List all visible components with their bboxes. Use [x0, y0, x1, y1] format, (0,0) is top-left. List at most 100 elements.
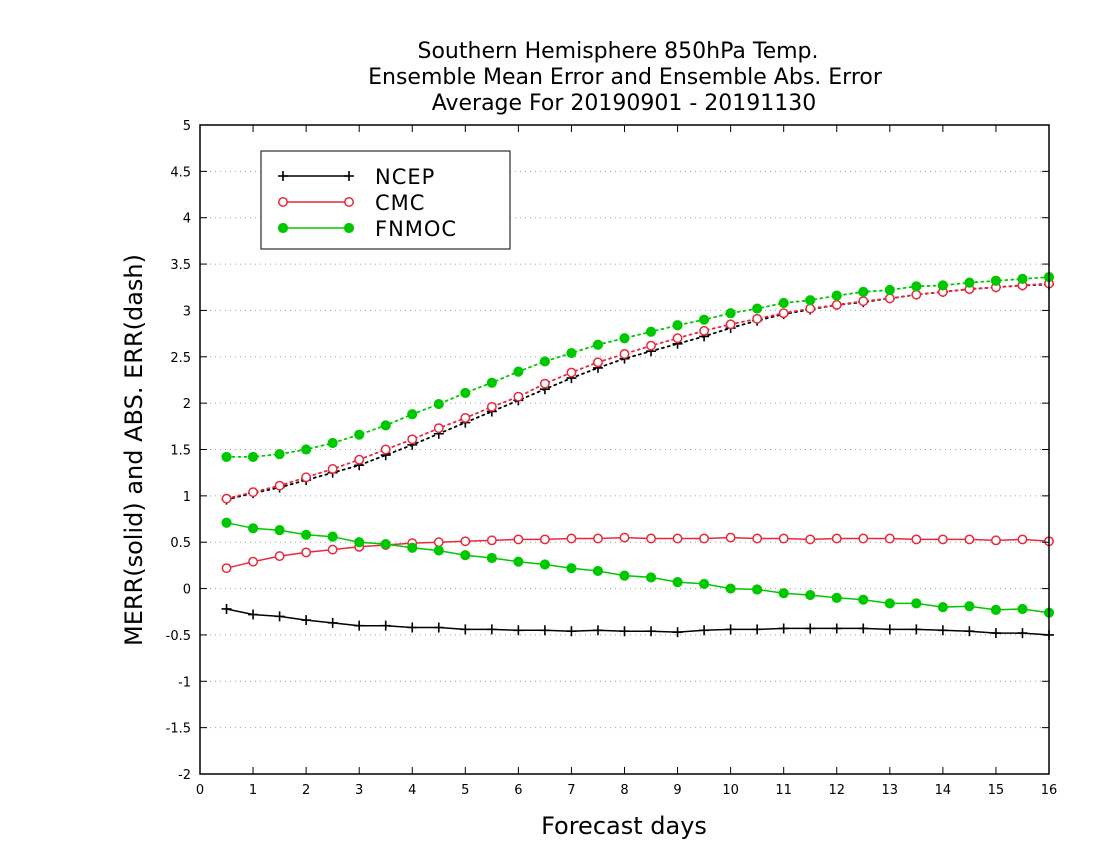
x-tick-label: 4 [408, 783, 416, 798]
fnmoc-merr-line [226, 521, 1050, 614]
y-tick-label: -1 [178, 675, 191, 690]
title-line-1: Southern Hemisphere 850hPa Temp. [418, 39, 819, 64]
fnmoc-merr-point [1017, 603, 1028, 615]
fnmoc-abs-err-point [672, 320, 683, 331]
legend-cmc-point [344, 197, 354, 207]
cmc-merr-point [937, 534, 948, 545]
legend-label-fnmoc: FNMOC [375, 217, 457, 241]
fnmoc-abs-err-point [460, 387, 471, 399]
ncep-merr-point [911, 624, 922, 635]
ncep-abs-err-line [225, 283, 1050, 501]
cmc-abs-err-point [725, 319, 736, 330]
cmc-abs-err-point [274, 480, 285, 491]
fnmoc-abs-err-point [433, 398, 444, 410]
fnmoc-abs-err-point [380, 420, 391, 431]
cmc-merr-point [486, 535, 497, 546]
y-axis-label: MERR(solid) and ABS. ERR(dash) [120, 254, 148, 646]
cmc-merr-point [1017, 534, 1028, 545]
fnmoc-abs-err-point [301, 444, 312, 455]
cmc-merr-point [858, 533, 869, 544]
fnmoc-abs-err-point [539, 356, 551, 367]
legend-item-cmc: CMC [278, 191, 424, 215]
cmc-abs-err-point [221, 493, 232, 504]
ncep-merr-point [884, 624, 895, 635]
cmc-merr-point [221, 563, 232, 574]
ncep-merr-point [248, 609, 259, 620]
fnmoc-merr-point [990, 604, 1002, 615]
fnmoc-abs-err-point [805, 295, 816, 306]
cmc-merr-point [964, 534, 975, 545]
cmc-merr-series [221, 532, 1054, 574]
cmc-abs-err-point [380, 444, 391, 455]
x-tick-label: 14 [935, 783, 952, 798]
fnmoc-merr-point [460, 550, 471, 561]
y-tick-label: 3 [183, 304, 191, 319]
x-axis-ticks: 0 1 2 3 4 5 6 7 8 9 10 11 12 13 14 15 16 [196, 125, 1057, 798]
y-tick-label: 0 [183, 583, 191, 598]
y-tick-label: -2 [178, 768, 191, 783]
ncep-merr-point [566, 626, 577, 637]
fnmoc-merr-point [752, 584, 763, 595]
title-line-3: Average For 20190901 - 20191130 [432, 91, 817, 116]
fnmoc-merr-point [698, 578, 710, 590]
chart-title: Southern Hemisphere 850hPa Temp. Ensembl… [368, 39, 883, 116]
fnmoc-merr-point [858, 594, 869, 605]
series-layer [221, 271, 1055, 640]
ncep-abs-err-series [221, 279, 1054, 505]
fnmoc-merr-point [805, 589, 816, 601]
fnmoc-merr-point [645, 572, 657, 583]
legend-cmc-point [278, 197, 288, 207]
cmc-merr-point [990, 535, 1001, 546]
y-tick-label: 5 [183, 119, 191, 134]
ncep-merr-point [460, 624, 471, 635]
cmc-merr-point [619, 532, 630, 543]
ncep-merr-point [327, 617, 338, 628]
cmc-abs-err-point [513, 391, 524, 402]
cmc-abs-err-point [805, 303, 816, 314]
fnmoc-merr-point [247, 523, 259, 534]
ncep-merr-point [513, 625, 524, 636]
fnmoc-abs-err-point [911, 281, 922, 292]
cmc-merr-point [433, 537, 444, 548]
cmc-merr-point [699, 533, 710, 544]
x-tick-label: 13 [882, 783, 899, 798]
y-tick-label: 4 [183, 212, 191, 227]
cmc-merr-point [460, 536, 471, 547]
x-axis-label: Forecast days [541, 812, 707, 840]
legend-ncep-point [278, 171, 288, 181]
fnmoc-abs-err-point [566, 347, 577, 359]
fnmoc-abs-err-point [407, 409, 418, 420]
fnmoc-abs-err-point [592, 339, 604, 350]
cmc-abs-err-point [778, 308, 789, 319]
y-tick-label: -0.5 [166, 629, 191, 644]
fnmoc-merr-point [831, 592, 842, 603]
cmc-abs-err-point [646, 340, 656, 351]
cmc-abs-err-point [752, 313, 763, 324]
y-tick-label: 2 [183, 397, 191, 412]
y-tick-label: -1.5 [166, 722, 191, 737]
cmc-abs-err-point [354, 454, 365, 465]
fnmoc-merr-point [911, 598, 922, 609]
cmc-abs-err-point [460, 413, 471, 423]
cmc-abs-err-point [248, 487, 259, 498]
cmc-merr-point [301, 547, 312, 558]
ncep-merr-point [672, 627, 683, 638]
ncep-merr-series [221, 603, 1054, 640]
cmc-abs-err-point [884, 293, 895, 304]
ncep-merr-point [858, 623, 869, 634]
fnmoc-merr-point [672, 576, 683, 588]
ncep-merr-point [1017, 628, 1028, 639]
x-tick-label: 15 [988, 783, 1005, 798]
fnmoc-merr-point [221, 517, 232, 528]
cmc-abs-err-series [221, 278, 1054, 504]
cmc-merr-point [884, 533, 895, 544]
x-tick-label: 9 [673, 783, 681, 798]
fnmoc-merr-point [884, 598, 895, 609]
cmc-merr-point [539, 534, 550, 545]
legend-box [260, 150, 511, 250]
fnmoc-abs-err-point [831, 290, 842, 301]
y-tick-label: 2.5 [170, 351, 191, 366]
ncep-merr-point [752, 624, 763, 635]
y-tick-label: 1.5 [170, 444, 191, 459]
